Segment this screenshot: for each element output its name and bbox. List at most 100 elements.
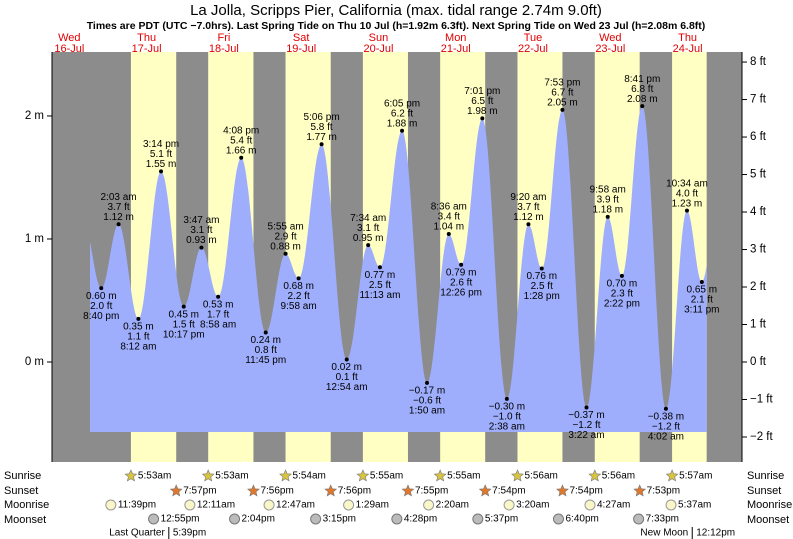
tide-m: 1.12 m xyxy=(513,212,544,223)
tide-point xyxy=(116,222,121,227)
tide-ft: 3.7 ft xyxy=(107,202,129,213)
moonrise-time: 3:20am xyxy=(516,500,549,511)
y2-tick-label: 7 ft xyxy=(750,94,767,106)
tide-m: 0.77 m xyxy=(365,270,396,281)
moon-phase-name: New Moon xyxy=(640,528,688,539)
day-label: Thu xyxy=(678,32,697,44)
tide-m: −0.38 m xyxy=(648,411,684,422)
tide-point xyxy=(199,245,204,250)
y2-tick-label: 5 ft xyxy=(750,169,767,181)
tide-point xyxy=(425,380,430,385)
chart-title: La Jolla, Scripps Pier, California (max.… xyxy=(190,2,602,19)
tide-time: 7:53 pm xyxy=(544,77,580,88)
tide-m: 0.95 m xyxy=(353,233,384,244)
tide-point xyxy=(319,142,324,147)
row-label: Moonset xyxy=(4,514,46,526)
moonrise-icon xyxy=(184,499,196,511)
date-label: 18-Jul xyxy=(209,43,239,55)
sunset-icon xyxy=(324,484,338,497)
tide-time: 2:38 am xyxy=(489,422,525,433)
y2-tick-label: 6 ft xyxy=(750,131,767,143)
tide-point xyxy=(526,222,531,227)
moonset-icon xyxy=(148,513,160,525)
tide-point xyxy=(263,330,268,335)
tide-m: 0.45 m xyxy=(168,309,199,320)
tide-ft: 2.5 ft xyxy=(369,280,391,291)
moonrise-icon xyxy=(584,499,596,511)
moonrise-icon xyxy=(503,499,515,511)
moonset-time: 2:04pm xyxy=(242,514,275,525)
tide-m: 0.88 m xyxy=(270,241,301,252)
tide-ft: 1.5 ft xyxy=(173,319,195,330)
tide-ft: 2.5 ft xyxy=(531,281,553,292)
tide-time: 3:47 am xyxy=(183,215,219,226)
moon-phase-time: 5:39pm xyxy=(173,528,206,539)
moonset-icon xyxy=(472,513,484,525)
sunset-icon xyxy=(478,484,492,497)
tide-time: 7:34 am xyxy=(350,213,386,224)
tide-m: 1.66 m xyxy=(226,145,257,156)
tide-ft: 1.1 ft xyxy=(127,332,149,343)
tide-point xyxy=(283,251,288,256)
tide-m: 0.24 m xyxy=(250,335,281,346)
tide-point xyxy=(159,169,164,174)
sunrise-icon xyxy=(433,469,447,482)
tide-ft: 3.7 ft xyxy=(517,202,539,213)
y-tick-label: 0 m xyxy=(25,356,44,368)
tide-point xyxy=(377,265,382,270)
tide-time: 11:13 am xyxy=(359,290,400,301)
tide-time: 5:55 am xyxy=(268,221,304,232)
moonset-time: 3:15pm xyxy=(323,514,356,525)
tide-point xyxy=(663,406,668,411)
tide-time: 8:36 am xyxy=(431,202,467,213)
moonrise-time: 12:11am xyxy=(197,500,235,511)
tide-point xyxy=(446,232,451,237)
tide-point xyxy=(560,107,565,112)
tide-time: 10:34 am xyxy=(666,178,708,189)
moonrise-icon xyxy=(423,499,435,511)
sunrise-time: 5:56am xyxy=(524,471,557,482)
moonrise-icon xyxy=(665,499,677,511)
sunrise-icon xyxy=(279,469,292,482)
sunrise-time: 5:54am xyxy=(293,471,326,482)
sunset-time: 7:54pm xyxy=(569,486,602,497)
tide-m: 0.35 m xyxy=(123,322,154,333)
tide-point xyxy=(296,276,301,281)
y2-tick-label: 1 ft xyxy=(750,319,767,331)
tide-ft: 2.2 ft xyxy=(288,291,310,302)
tide-m: 0.76 m xyxy=(526,271,557,282)
y2-tick-label: −2 ft xyxy=(750,431,774,443)
day-label: Mon xyxy=(445,32,466,44)
tide-m: −0.37 m xyxy=(568,410,604,421)
date-label: 16-Jul xyxy=(54,43,84,55)
tide-time: 12:54 am xyxy=(326,382,368,393)
tide-ft: 4.0 ft xyxy=(676,188,698,199)
tide-ft: 0.8 ft xyxy=(255,345,277,356)
moonset-time: 5:37pm xyxy=(485,514,518,525)
tide-point xyxy=(619,273,624,278)
y2-tick-label: 4 ft xyxy=(750,206,767,218)
moonrise-time: 1:29am xyxy=(356,500,389,511)
tide-m: 0.60 m xyxy=(86,291,117,302)
row-label: Sunset xyxy=(4,485,38,497)
sunrise-icon xyxy=(665,469,679,482)
tide-m: 1.04 m xyxy=(434,222,465,233)
tide-time: 8:12 am xyxy=(120,342,156,353)
day-label: Thu xyxy=(137,32,156,44)
tide-point xyxy=(216,294,221,299)
sunset-icon xyxy=(169,484,183,497)
row-label: Moonrise xyxy=(747,499,792,511)
sunrise-time: 5:56am xyxy=(602,471,635,482)
sunrise-icon xyxy=(201,469,215,482)
sunrise-icon xyxy=(356,469,370,482)
tide-m: 1.23 m xyxy=(672,198,703,209)
sunset-time: 7:55pm xyxy=(415,486,448,497)
tide-point xyxy=(480,116,485,121)
tide-time: 4:02 am xyxy=(648,431,684,442)
tide-time: 10:17 pm xyxy=(163,329,205,340)
moonset-time: 12:55pm xyxy=(161,514,200,525)
tide-ft: −1.2 ft xyxy=(652,421,680,432)
moonset-icon xyxy=(552,513,564,525)
tide-time: 9:58 am xyxy=(281,301,317,312)
tide-point xyxy=(136,316,141,321)
